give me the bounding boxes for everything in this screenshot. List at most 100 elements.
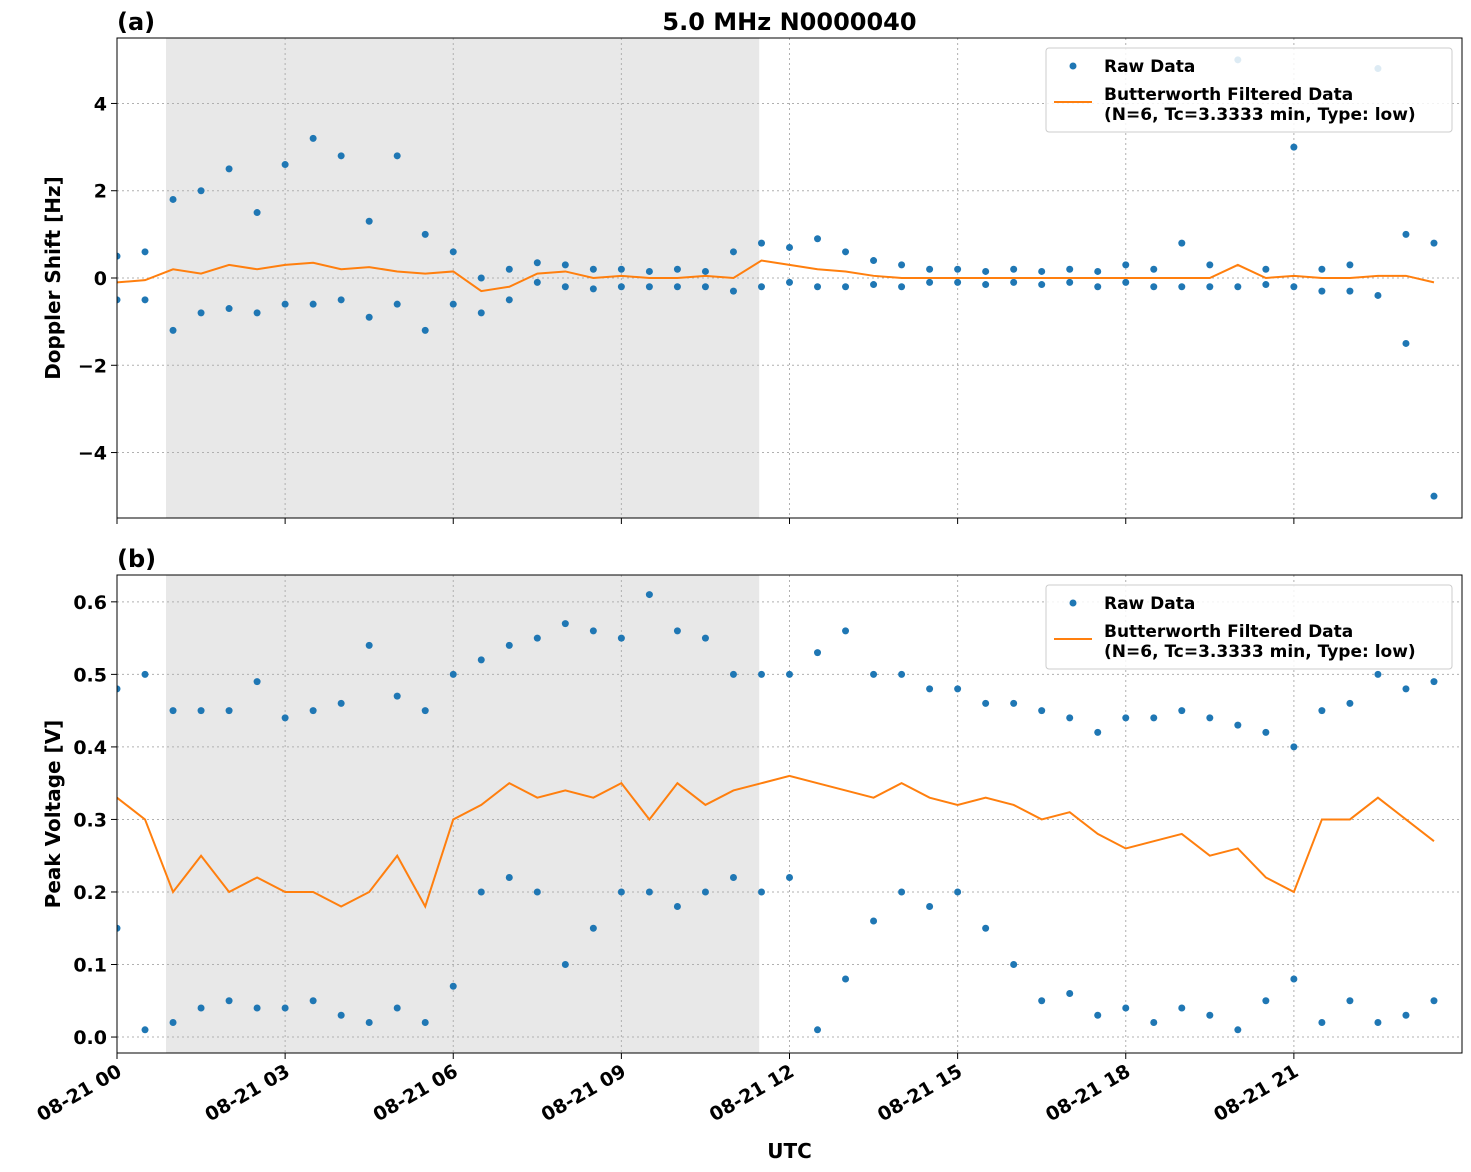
raw-point: [393, 1004, 401, 1012]
raw-point: [1206, 261, 1214, 269]
y-tick-label: 4: [94, 93, 107, 115]
raw-point: [1038, 281, 1046, 289]
raw-point: [533, 278, 541, 286]
raw-point: [617, 888, 625, 896]
raw-point: [449, 670, 457, 678]
raw-point: [870, 917, 878, 925]
raw-point: [701, 283, 709, 291]
panel: −4 −2 0 2 4 (a) 5.0 MHz N0000040 Doppler Shift …: [41, 8, 1463, 524]
raw-point: [814, 235, 822, 243]
raw-point: [926, 902, 934, 910]
raw-point: [1066, 265, 1074, 273]
raw-point: [117, 685, 121, 693]
raw-point: [421, 1019, 429, 1027]
raw-point: [1234, 1026, 1242, 1034]
raw-point: [842, 975, 850, 983]
raw-point: [197, 1004, 205, 1012]
raw-point: [1262, 997, 1270, 1005]
legend-label: Butterworth Filtered Data (N=6, Tc=3.3333…: [1104, 85, 1416, 125]
raw-point: [477, 274, 485, 282]
raw-point: [337, 1011, 345, 1019]
raw-point: [1290, 975, 1298, 983]
raw-point: [870, 257, 878, 265]
y-tick-label: 0.3: [73, 809, 107, 831]
raw-point: [141, 670, 149, 678]
raw-point: [505, 265, 513, 273]
panel-label: (b): [117, 545, 156, 573]
raw-point: [1010, 961, 1018, 969]
raw-point: [253, 678, 261, 686]
raw-point: [757, 888, 765, 896]
raw-point: [729, 287, 737, 295]
raw-point: [225, 707, 233, 715]
raw-point: [141, 1026, 149, 1034]
raw-point: [645, 888, 653, 896]
raw-point: [281, 1004, 289, 1012]
raw-point: [197, 309, 205, 317]
raw-point: [814, 1026, 822, 1034]
filtered-line: [117, 774, 1435, 909]
raw-point: [842, 248, 850, 256]
raw-point: [281, 714, 289, 722]
raw-point: [477, 309, 485, 317]
raw-point: [786, 873, 793, 881]
raw-point: [561, 961, 569, 969]
raw-point: [365, 1019, 373, 1027]
raw-point: [1122, 278, 1130, 286]
raw-point: [117, 296, 121, 304]
raw-point: [337, 699, 345, 707]
raw-point: [1066, 990, 1074, 998]
x-axis-label: UTC: [767, 1139, 812, 1163]
raw-point: [197, 707, 205, 715]
raw-point: [898, 888, 906, 896]
raw-point: [1150, 714, 1158, 722]
raw-point: [1346, 997, 1354, 1005]
chart-title: 5.0 MHz N0000040: [662, 8, 916, 36]
y-tick-label: 0.2: [73, 882, 107, 904]
raw-point: [1150, 265, 1158, 273]
raw-point: [1206, 1011, 1214, 1019]
raw-point: [1290, 283, 1298, 291]
plot-data: [117, 591, 1438, 1034]
raw-point: [757, 239, 765, 247]
raw-point: [141, 296, 149, 304]
raw-point: [617, 283, 625, 291]
legend-swatch: [1069, 62, 1077, 70]
raw-point: [1178, 283, 1186, 291]
raw-point: [117, 252, 121, 260]
raw-point: [926, 685, 934, 693]
legend-label: Butterworth Filtered Data (N=6, Tc=3.3333…: [1104, 622, 1416, 662]
raw-point: [1346, 699, 1354, 707]
raw-point: [309, 134, 317, 142]
raw-point: [982, 267, 990, 275]
plot-frame: [116, 37, 1463, 519]
raw-point: [870, 281, 878, 289]
raw-point: [309, 707, 317, 715]
plot-data: [117, 56, 1438, 500]
raw-point: [1010, 265, 1018, 273]
raw-point: [1234, 721, 1242, 729]
raw-point: [1038, 997, 1046, 1005]
legend-box: [1045, 47, 1453, 133]
raw-point: [1430, 239, 1438, 247]
raw-point: [253, 1004, 261, 1012]
raw-point: [253, 209, 261, 217]
y-tick-label: 2: [94, 181, 107, 203]
raw-point: [589, 285, 597, 293]
raw-point: [1094, 1011, 1102, 1019]
legend-label: Raw Data: [1104, 57, 1195, 77]
raw-point: [1178, 239, 1186, 247]
raw-point: [393, 692, 401, 700]
raw-point: [729, 873, 737, 881]
raw-point: [1234, 283, 1242, 291]
raw-point: [1318, 707, 1326, 715]
raw-point: [1318, 1019, 1326, 1027]
raw-point: [477, 888, 485, 896]
raw-point: [1402, 339, 1410, 347]
legend-swatch: [1069, 599, 1077, 607]
raw-point: [505, 641, 513, 649]
panel-label: (a): [117, 8, 155, 36]
raw-point: [1318, 265, 1326, 273]
raw-point: [117, 924, 121, 932]
y-tick-label: 0.5: [73, 664, 107, 686]
